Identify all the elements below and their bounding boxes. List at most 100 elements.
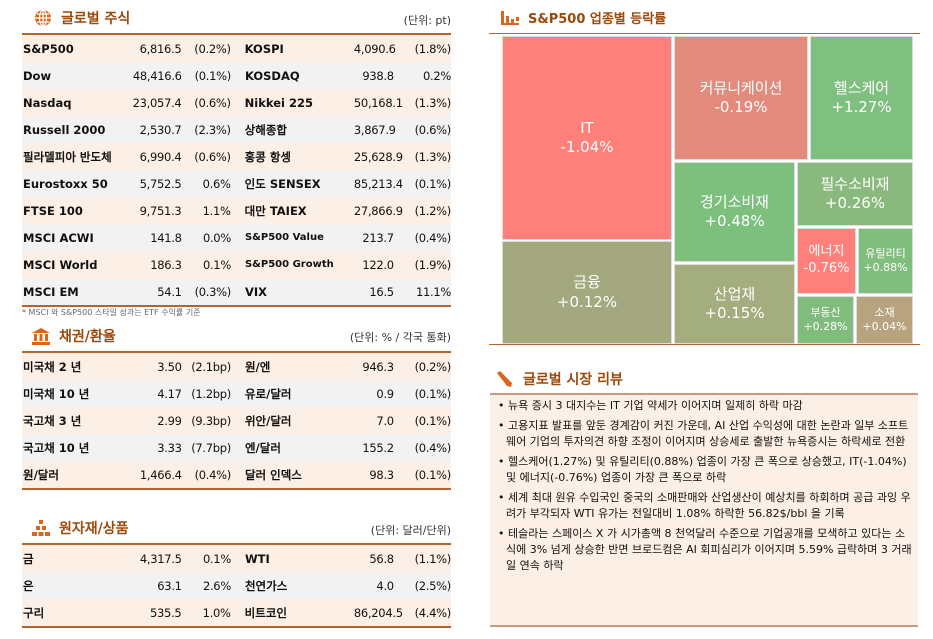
sector-cell[interactable]: 소재 +0.04% [856, 296, 913, 344]
change-cell: (1.3%) [414, 95, 452, 110]
value-cell: 186.3 [150, 257, 182, 272]
name-cell: 미국채 10 년 [23, 386, 90, 401]
table-row: 원/달러 1,466.4 (0.4%) 달러 인덱스 98.3 (0.1%) [22, 461, 451, 488]
review-bullet: • 고용지표 발표를 앞둔 경계감이 커진 가운데, AI 산업 수익성에 대한… [498, 419, 909, 448]
sector-cell[interactable]: 커뮤니케이션 -0.19% [674, 36, 808, 160]
value-cell: 63.1 [157, 578, 182, 593]
sector-cell[interactable]: 금융 +0.12% [502, 241, 672, 344]
name-cell: 홍콩 항셍 [244, 149, 291, 164]
change-cell: 1.1% [202, 203, 231, 218]
value-cell: 122.0 [362, 257, 394, 272]
change-cell: 0.1% [202, 551, 231, 566]
sector-treemap: IT -1.04% 금융 +0.12% 커뮤니케이션 -0.19% 헬스케어 +1.27% 경기… [502, 36, 913, 344]
change-cell: (0.4%) [194, 467, 232, 482]
table-row: 국고채 10 년 3.33 (7.7bp) 엔/달러 155.2 (0.4%) [22, 434, 451, 461]
sector-name: IT [580, 118, 594, 137]
value-cell: 155.2 [362, 440, 394, 455]
review-header: 글로벌 시장 리뷰 [495, 369, 623, 389]
name-cell: Nasdaq [23, 95, 72, 110]
table-row: FTSE 100 9,751.3 1.1% 대만 TAIEX 27,866.9 (1.2%… [22, 197, 451, 224]
bonds-table: 미국채 2 년 3.50 (2.1bp) 원/엔 946.3 (0.2%) 미국채 10 년… [22, 351, 451, 490]
value-cell: 48,416.6 [132, 68, 182, 83]
table-row: MSCI EM 54.1 (0.3%) VIX 16.5 11.1% [22, 278, 451, 305]
name-cell: KOSDAQ [244, 68, 300, 83]
value-cell: 141.8 [150, 230, 182, 245]
sector-change: +0.12% [556, 292, 618, 311]
sector-cell[interactable]: 부동산 +0.28% [797, 296, 854, 344]
sector-name: 필수소비재 [820, 174, 890, 193]
sector-name: 소재 [874, 305, 895, 319]
name-cell: WTI [244, 551, 270, 566]
name-cell: 위안/달러 [244, 413, 292, 428]
name-cell: S&P500 Growth [244, 259, 334, 270]
name-cell: MSCI ACWI [23, 230, 94, 245]
change-cell: (1.3%) [414, 149, 452, 164]
value-cell: 1,466.4 [139, 467, 182, 482]
sector-change: +0.88% [863, 261, 908, 274]
table-row: S&P500 6,816.5 (0.2%) KOSPI 4,090.6 (1.8%) [22, 35, 451, 62]
equities-note: * MSCI 와 S&P500 스타일 성과는 ETF 수익률 기준 [22, 308, 201, 317]
change-cell: (1.2bp) [191, 386, 231, 401]
change-cell: (9.3bp) [191, 413, 231, 428]
name-cell: 엔/달러 [244, 440, 281, 455]
value-cell: 4.17 [157, 386, 182, 401]
value-cell: 85,213.4 [353, 176, 403, 191]
sector-name: 금융 [573, 273, 601, 291]
sectors-title: S&P500 업종별 등락률 [528, 12, 667, 27]
change-cell: 0.0% [202, 230, 231, 245]
value-cell: 86,204.5 [353, 605, 403, 620]
commodities-header: 원자재/상품 [31, 518, 129, 538]
value-cell: 3.50 [157, 359, 182, 374]
commodities-unit: (단위: 달러/단위) [370, 524, 451, 537]
gold-bars-icon [31, 519, 51, 537]
change-cell: (1.1%) [414, 551, 452, 566]
sector-name: 산업재 [713, 284, 756, 303]
value-cell: 938.8 [362, 68, 394, 83]
table-row: 미국채 2 년 3.50 (2.1bp) 원/엔 946.3 (0.2%) [22, 353, 451, 380]
change-cell: 2.6% [202, 578, 231, 593]
table-row: Eurostoxx 50 5,752.5 0.6% 인도 SENSEX 85,213.4… [22, 170, 451, 197]
name-cell: VIX [244, 284, 268, 299]
equities-title: 글로벌 주식 [61, 11, 131, 27]
review-list: • 뉴욕 증시 3 대지수는 IT 기업 약세가 이어지며 일제히 하락 마감 •… [490, 393, 918, 627]
name-cell: Russell 2000 [23, 122, 106, 137]
name-cell: KOSPI [244, 41, 284, 56]
name-cell: Eurostoxx 50 [23, 176, 108, 191]
sector-name: 헬스케어 [833, 78, 890, 97]
sectors-rule-top [489, 33, 920, 34]
value-cell: 2.99 [157, 413, 182, 428]
change-cell: (1.8%) [414, 41, 452, 56]
value-cell: 0.9 [376, 386, 394, 401]
name-cell: 비트코인 [244, 605, 287, 620]
table-row: 은 63.1 2.6% 천연가스 4.0 (2.5%) [22, 572, 451, 599]
sector-cell[interactable]: 헬스케어 +1.27% [810, 36, 913, 160]
sector-change: +0.48% [704, 212, 765, 230]
sector-cell[interactable]: IT -1.04% [502, 36, 672, 240]
bar-chart-icon [500, 9, 520, 27]
sector-cell[interactable]: 경기소비재 +0.48% [674, 162, 795, 262]
sector-cell[interactable]: 유틸리티 +0.88% [858, 228, 913, 294]
name-cell: 원/엔 [244, 359, 271, 374]
change-cell: (0.6%) [194, 95, 231, 110]
value-cell: 25,628.9 [353, 149, 403, 164]
value-cell: 6,990.4 [139, 149, 182, 164]
value-cell: 3,867.9 [353, 122, 396, 137]
name-cell: MSCI EM [23, 284, 79, 299]
change-cell: (0.3%) [194, 284, 232, 299]
sector-cell[interactable]: 에너지 -0.76% [797, 228, 856, 294]
name-cell: 달러 인덱스 [244, 467, 302, 482]
sector-change: -1.04% [560, 138, 614, 156]
table-row: Dow 48,416.6 (0.1%) KOSDAQ 938.8 0.2% [22, 62, 451, 89]
review-bullet: • 테슬라는 스페이스 X 가 시가총액 8 천억달러 수준으로 기업공개를 모… [498, 527, 912, 572]
name-cell: 상해종합 [244, 122, 287, 137]
name-cell: 인도 SENSEX [244, 176, 321, 191]
sector-cell[interactable]: 산업재 +0.15% [674, 264, 795, 344]
sector-name: 부동산 [810, 305, 841, 319]
name-cell: FTSE 100 [23, 203, 83, 218]
value-cell: 50,168.1 [353, 95, 403, 110]
name-cell: 천연가스 [244, 578, 288, 593]
review-bullet: • 뉴욕 증시 3 대지수는 IT 기업 약세가 이어지며 일제히 하락 마감 [498, 399, 803, 412]
change-cell: 0.2% [422, 68, 451, 83]
change-cell: 0.6% [202, 176, 231, 191]
sector-cell[interactable]: 필수소비재 +0.26% [797, 162, 913, 226]
